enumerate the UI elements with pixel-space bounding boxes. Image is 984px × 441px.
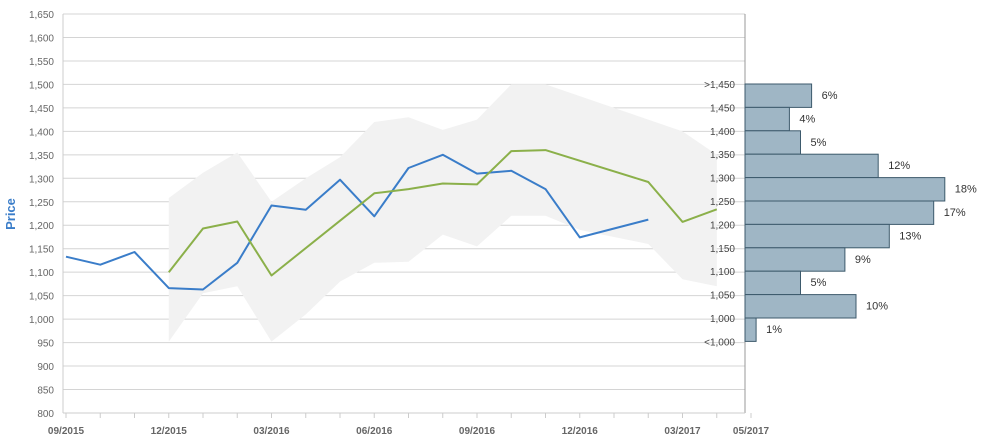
- x-tick-label: 05/2017: [733, 426, 770, 437]
- distribution-category-label: 1,050: [710, 291, 735, 302]
- x-tick-label: 03/2017: [664, 426, 701, 437]
- x-tick-label: 09/2015: [48, 426, 85, 437]
- distribution-bar-label: 17%: [944, 207, 966, 219]
- distribution-category-label: <1,000: [704, 337, 735, 348]
- distribution-bar-label: 13%: [899, 230, 921, 242]
- y-tick-label: 900: [37, 362, 54, 373]
- distribution-bar: [744, 270, 801, 296]
- x-tick-label: 03/2016: [253, 426, 290, 437]
- y-axis: 800 850 900 950 1,000 1,050 1,100 1,150 1,200 1,2…: [29, 10, 54, 420]
- distribution-bar: [744, 153, 879, 179]
- y-tick-label: 1,100: [29, 268, 54, 279]
- distribution-bar-label: 12%: [888, 160, 910, 172]
- distribution-category-label: 1,100: [710, 267, 735, 278]
- distribution-bar-label: 18%: [955, 184, 977, 196]
- distribution-category-label: 1,150: [710, 244, 735, 255]
- y-tick-label: 1,650: [29, 10, 54, 21]
- distribution-bar-label: 10%: [866, 301, 888, 313]
- y-tick-label: 950: [37, 339, 54, 350]
- x-tick-label: 09/2016: [459, 426, 496, 437]
- distribution-bar-label: 4%: [799, 113, 815, 125]
- y-tick-label: 1,200: [29, 221, 54, 232]
- distribution-bar: [744, 294, 857, 319]
- distribution-category-label: 1,200: [710, 220, 735, 231]
- distribution-bar: [744, 177, 946, 202]
- y-tick-label: 1,550: [29, 57, 54, 68]
- y-tick-label: 1,450: [29, 104, 54, 115]
- distribution-bar: [744, 247, 846, 272]
- price-lines: [65, 149, 718, 291]
- distribution-bar: [744, 130, 801, 155]
- distribution-bar-label: 9%: [855, 254, 871, 266]
- distribution-bar: [744, 200, 935, 225]
- price-distribution: >1,450 1,450 1,400 1,350 1,300 1,250 1,200 1,15…: [704, 80, 977, 348]
- x-tick-label: 06/2016: [356, 426, 393, 437]
- y-tick-label: 1,000: [29, 315, 54, 326]
- y-tick-label: 1,250: [29, 198, 54, 209]
- distribution-category-label: >1,450: [704, 80, 735, 91]
- distribution-category-label: 1,450: [710, 103, 735, 114]
- forecast-range-area: [168, 84, 717, 342]
- y-tick-label: 800: [37, 409, 54, 420]
- y-tick-label: 1,400: [29, 127, 54, 138]
- distribution-bar-label: 5%: [811, 137, 827, 149]
- series-line-green: [168, 149, 718, 277]
- y-tick-label: 850: [37, 386, 54, 397]
- x-tick-label: 12/2016: [562, 426, 599, 437]
- series-line-blue: [65, 153, 649, 291]
- distribution-bar: [744, 83, 813, 108]
- y-tick-label: 1,300: [29, 174, 54, 185]
- y-tick-label: 1,600: [29, 33, 54, 44]
- y-tick-label: 1,150: [29, 245, 54, 256]
- distribution-bar-label: 5%: [811, 277, 827, 289]
- y-tick-label: 1,050: [29, 292, 54, 303]
- distribution-category-label: 1,400: [710, 127, 735, 138]
- distribution-bar: [744, 317, 757, 342]
- y-axis-label: Price: [3, 198, 18, 230]
- x-tick-label: 12/2015: [151, 426, 188, 437]
- forecast-band: [168, 84, 717, 342]
- distribution-category-label: 1,000: [710, 314, 735, 325]
- distribution-category-label: 1,250: [710, 197, 735, 208]
- y-tick-label: 1,500: [29, 80, 54, 91]
- distribution-bar: [744, 106, 790, 132]
- distribution-bar-label: 6%: [822, 90, 838, 102]
- distribution-category-label: 1,300: [710, 174, 735, 185]
- x-axis: 09/2015 12/2015 03/2016 06/2016 09/2016 12/20…: [48, 413, 770, 437]
- y-tick-label: 1,350: [29, 151, 54, 162]
- distribution-category-label: 1,350: [710, 150, 735, 161]
- distribution-bar: [744, 223, 890, 249]
- distribution-bar-label: 1%: [766, 324, 782, 336]
